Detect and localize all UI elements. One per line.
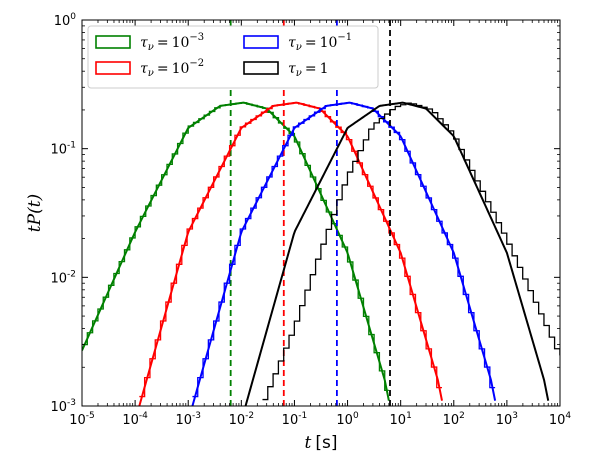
x-tick-label: 103 <box>496 411 518 428</box>
legend-label: τν = 10−2 <box>140 58 204 79</box>
legend-label: τν = 10−3 <box>140 32 204 53</box>
x-tick-label: 10-5 <box>69 411 95 428</box>
legend-label: τν = 1 <box>288 61 329 79</box>
legend-label: τν = 10−1 <box>288 32 352 53</box>
legend-item-3: τν = 10−1 <box>243 32 352 53</box>
legend-swatch <box>243 35 279 49</box>
x-axis-label: t [s] <box>305 433 338 453</box>
legend: τν = 10−3 τν = 10−2 τν = 10−1 τν = 1 <box>87 25 379 89</box>
y-tick-label: 10-3 <box>50 398 76 415</box>
x-tick-label: 10-2 <box>229 411 255 428</box>
y-tick-label: 10-2 <box>50 269 76 286</box>
legend-swatch <box>243 61 279 75</box>
legend-item-1: τν = 10−3 <box>95 32 204 53</box>
x-tick-label: 102 <box>443 411 465 428</box>
series-4 <box>244 20 560 406</box>
legend-swatch <box>95 61 131 75</box>
plot-frame <box>81 19 561 407</box>
legend-box <box>87 25 379 89</box>
y-tick-label: 100 <box>54 12 77 29</box>
y-tick-label: 10-1 <box>50 141 76 158</box>
series-4-histogram <box>262 102 560 401</box>
x-tick-label: 101 <box>390 411 412 428</box>
x-tick-label: 10-3 <box>175 411 201 428</box>
legend-item-2: τν = 10−2 <box>95 58 204 79</box>
series-4-curve <box>244 101 550 406</box>
series-2-curve <box>138 101 443 406</box>
ticks-layer: 10-5 10-4 10-3 10-2 10-1 100 101 102 103 104 10-3 1… <box>50 12 571 428</box>
x-tick-label: 10-1 <box>282 411 308 428</box>
series-3-curve <box>191 101 497 406</box>
x-tick-label: 100 <box>336 411 359 428</box>
x-tick-label: 10-4 <box>122 411 148 428</box>
y-axis-label: tP(t) <box>25 194 45 232</box>
legend-item-4: τν = 1 <box>243 61 329 79</box>
x-tick-label: 104 <box>549 411 572 428</box>
legend-swatch <box>95 35 131 49</box>
